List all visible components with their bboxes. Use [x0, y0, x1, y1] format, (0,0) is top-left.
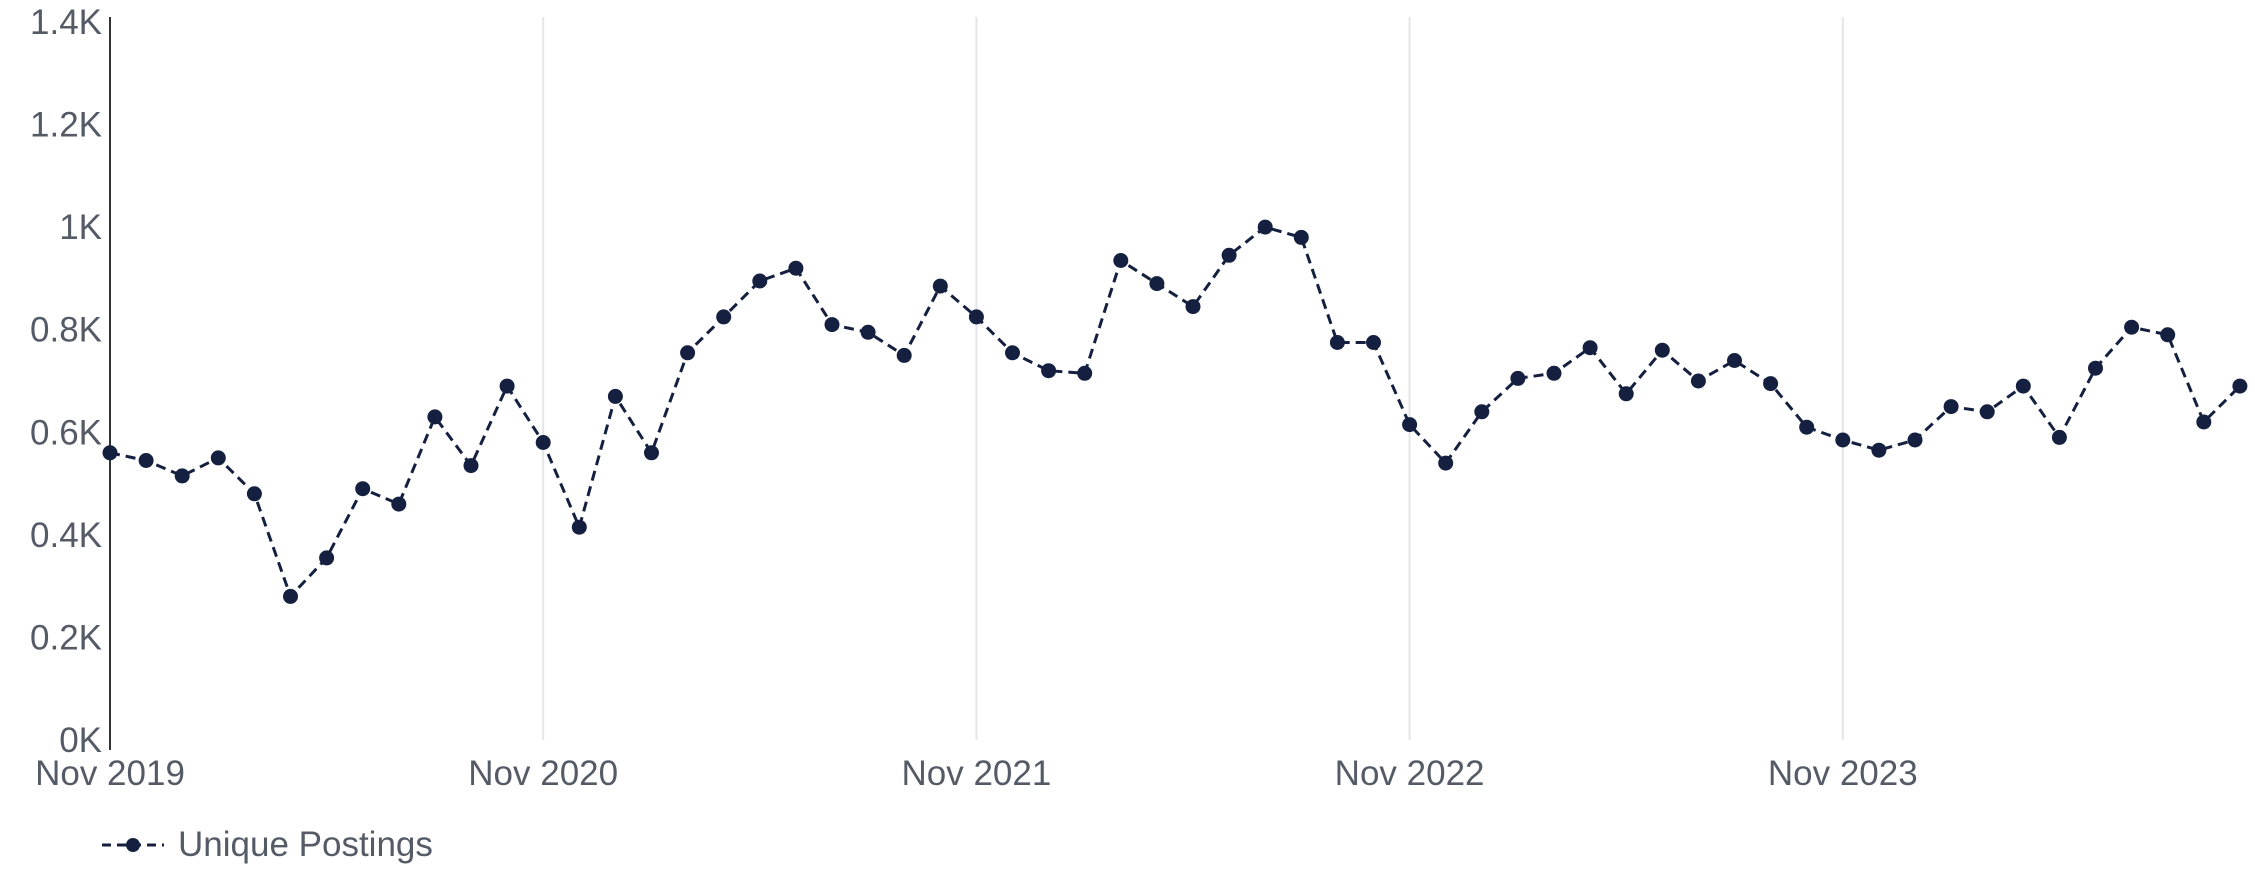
data-point[interactable]	[1799, 419, 1815, 435]
data-point[interactable]	[138, 453, 154, 468]
y-tick-label: 1.2K	[30, 106, 102, 145]
data-point[interactable]	[788, 260, 804, 276]
axis-layer: 0K 0.2K 0.4K 0.6K 0.8K 1K 1.2K 1.4K Nov 2019 Nov …	[30, 3, 1918, 793]
data-point[interactable]	[1185, 299, 1201, 315]
data-point[interactable]	[2196, 414, 2212, 430]
data-point[interactable]	[1618, 386, 1634, 402]
data-point[interactable]	[824, 317, 840, 333]
data-point[interactable]	[644, 445, 659, 461]
data-point[interactable]	[2051, 429, 2067, 445]
legend: Unique Postings	[100, 820, 433, 870]
y-tick-label: 0K	[59, 721, 102, 760]
data-point[interactable]	[1690, 373, 1706, 389]
data-point[interactable]	[1907, 432, 1923, 448]
y-tick-label: 1K	[59, 208, 102, 247]
x-tick-label: Nov 2020	[468, 754, 618, 793]
data-point[interactable]	[174, 468, 190, 484]
data-point[interactable]	[571, 519, 587, 535]
data-point[interactable]	[1871, 442, 1887, 458]
x-tick-label: Nov 2021	[901, 754, 1051, 793]
data-point[interactable]	[1582, 340, 1598, 356]
data-point[interactable]	[2088, 360, 2103, 376]
data-point[interactable]	[680, 345, 696, 361]
data-point[interactable]	[1077, 365, 1093, 381]
x-tick-label: Nov 2022	[1335, 754, 1485, 793]
y-tick-label: 1.4K	[30, 3, 102, 42]
data-point[interactable]	[1149, 276, 1165, 292]
x-tick-label: Nov 2019	[35, 754, 185, 793]
y-tick-label: 0.2K	[30, 618, 102, 657]
y-tick-label: 0.6K	[30, 413, 102, 452]
data-point[interactable]	[1546, 365, 1562, 381]
data-point[interactable]	[463, 458, 479, 474]
data-point[interactable]	[427, 409, 443, 425]
data-point[interactable]	[1329, 335, 1345, 350]
data-point[interactable]	[499, 378, 515, 394]
data-point[interactable]	[391, 496, 407, 512]
data-point[interactable]	[535, 435, 551, 450]
y-tick-label: 0.8K	[30, 311, 102, 350]
legend-swatch-icon	[102, 838, 164, 852]
data-point[interactable]	[1474, 404, 1490, 420]
data-point[interactable]	[1943, 399, 1959, 415]
data-point[interactable]	[752, 273, 768, 289]
data-point[interactable]	[102, 445, 118, 461]
data-point[interactable]	[1402, 417, 1418, 433]
data-point[interactable]	[1979, 404, 1995, 420]
data-point[interactable]	[1293, 229, 1309, 245]
data-point[interactable]	[860, 324, 876, 340]
data-point[interactable]	[716, 309, 732, 325]
x-tick-label: Nov 2023	[1768, 754, 1918, 793]
data-point[interactable]	[2015, 378, 2031, 394]
data-point[interactable]	[896, 347, 912, 363]
legend-label: Unique Postings	[178, 825, 433, 864]
data-point[interactable]	[932, 278, 948, 294]
data-point[interactable]	[1835, 432, 1851, 448]
data-point[interactable]	[319, 550, 335, 566]
grid-layer	[542, 17, 1844, 740]
data-point[interactable]	[283, 588, 298, 604]
data-point[interactable]	[2232, 378, 2248, 394]
data-point[interactable]	[355, 481, 371, 497]
data-point[interactable]	[1221, 247, 1237, 263]
data-point[interactable]	[1438, 455, 1454, 471]
data-point[interactable]	[1041, 363, 1057, 379]
data-point[interactable]	[246, 486, 262, 502]
data-point[interactable]	[1763, 376, 1779, 392]
data-point[interactable]	[1510, 370, 1526, 386]
data-point[interactable]	[2160, 327, 2176, 343]
data-point[interactable]	[607, 388, 623, 404]
data-point[interactable]	[210, 450, 226, 466]
data-point[interactable]	[1654, 342, 1670, 358]
data-point[interactable]	[968, 309, 984, 325]
data-point[interactable]	[1257, 219, 1273, 235]
y-tick-label: 0.4K	[30, 516, 102, 555]
data-point[interactable]	[1366, 335, 1381, 350]
data-point[interactable]	[2124, 319, 2140, 335]
data-point[interactable]	[1727, 353, 1742, 368]
data-point[interactable]	[1005, 345, 1020, 361]
series-layer	[102, 219, 2248, 604]
data-point[interactable]	[1113, 253, 1129, 268]
